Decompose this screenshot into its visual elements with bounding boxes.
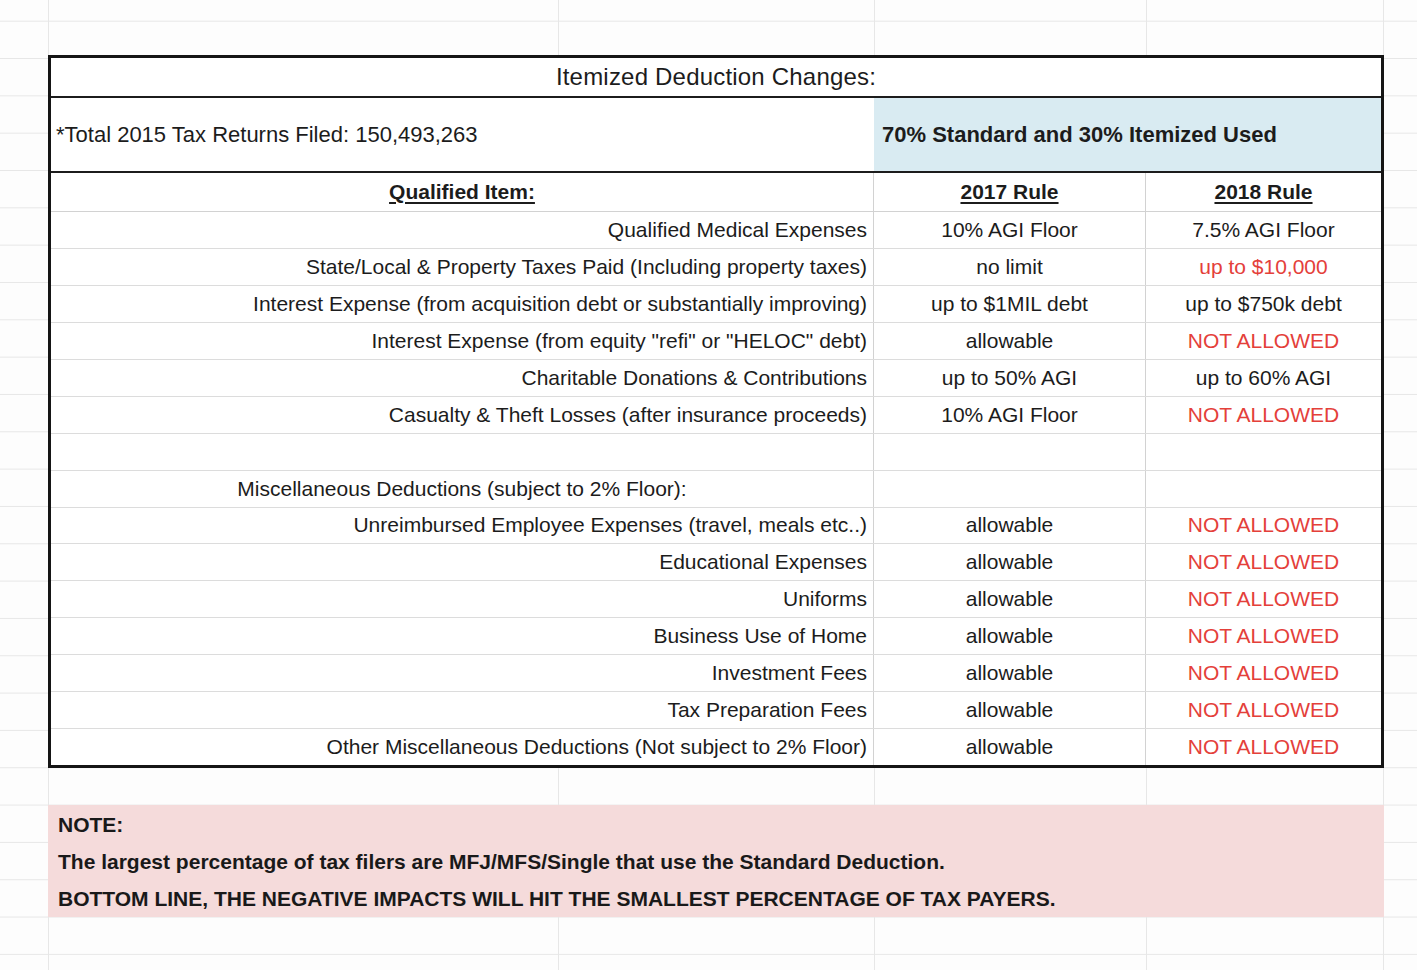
item-cell: Uniforms (51, 581, 874, 617)
table-row: Uniforms allowable NOT ALLOWED (51, 581, 1381, 618)
table-row: Miscellaneous Deductions (subject to 2% … (51, 471, 1381, 508)
table-row: Qualified Medical Expenses 10% AGI Floor… (51, 212, 1381, 249)
table-row: Unreimbursed Employee Expenses (travel, … (51, 508, 1381, 545)
total-returns-filed: *Total 2015 Tax Returns Filed: 150,493,2… (51, 98, 874, 171)
rule-2018-cell: NOT ALLOWED (1146, 618, 1381, 654)
rule-2018-cell (1146, 434, 1381, 470)
rule-2017-cell: allowable (874, 618, 1146, 654)
rule-2018-cell: NOT ALLOWED (1146, 655, 1381, 691)
item-cell: Interest Expense (from equity "refi" or … (51, 323, 874, 359)
note-heading: NOTE: (58, 806, 1384, 843)
table-row: Tax Preparation Fees allowable NOT ALLOW… (51, 692, 1381, 729)
table-row: Charitable Donations & Contributions up … (51, 360, 1381, 397)
rule-2017-cell: 10% AGI Floor (874, 212, 1146, 248)
sheet: { "page": { "title": "Itemized Deduction… (0, 0, 1417, 970)
col-header-2018-rule: 2018 Rule (1146, 173, 1381, 211)
item-cell: Qualified Medical Expenses (51, 212, 874, 248)
summary-row: *Total 2015 Tax Returns Filed: 150,493,2… (51, 98, 1381, 173)
item-cell: Unreimbursed Employee Expenses (travel, … (51, 508, 874, 544)
item-cell: Other Miscellaneous Deductions (Not subj… (51, 729, 874, 765)
rule-2017-cell: allowable (874, 692, 1146, 728)
rule-2018-cell: NOT ALLOWED (1146, 581, 1381, 617)
rule-2018-cell: NOT ALLOWED (1146, 508, 1381, 544)
col-header-qualified-item: Qualified Item: (51, 173, 874, 211)
rule-2017-cell: up to $1MIL debt (874, 286, 1146, 322)
rule-2018-cell: up to 60% AGI (1146, 360, 1381, 396)
rule-2018-cell: NOT ALLOWED (1146, 729, 1381, 765)
item-cell: Charitable Donations & Contributions (51, 360, 874, 396)
rule-2017-cell: allowable (874, 323, 1146, 359)
rule-2018-cell: NOT ALLOWED (1146, 692, 1381, 728)
table-row: State/Local & Property Taxes Paid (Inclu… (51, 249, 1381, 286)
rule-2017-cell (874, 434, 1146, 470)
item-cell: Miscellaneous Deductions (subject to 2% … (51, 471, 874, 507)
item-cell: State/Local & Property Taxes Paid (Inclu… (51, 249, 874, 285)
table-row: Business Use of Home allowable NOT ALLOW… (51, 618, 1381, 655)
item-cell: Business Use of Home (51, 618, 874, 654)
note-panel: NOTE: The largest percentage of tax file… (48, 805, 1384, 917)
rule-2017-cell: allowable (874, 581, 1146, 617)
table-row: Interest Expense (from equity "refi" or … (51, 323, 1381, 360)
table-row: Investment Fees allowable NOT ALLOWED (51, 655, 1381, 692)
rule-2017-cell: up to 50% AGI (874, 360, 1146, 396)
rule-2017-cell (874, 471, 1146, 507)
item-cell: Casualty & Theft Losses (after insurance… (51, 397, 874, 433)
rule-2017-cell: no limit (874, 249, 1146, 285)
rule-2018-cell: up to $750k debt (1146, 286, 1381, 322)
rule-2018-cell: NOT ALLOWED (1146, 397, 1381, 433)
item-cell: Investment Fees (51, 655, 874, 691)
deduction-table: Itemized Deduction Changes: *Total 2015 … (48, 55, 1384, 768)
table-body: Qualified Medical Expenses 10% AGI Floor… (51, 212, 1381, 765)
note-line-1: The largest percentage of tax filers are… (58, 843, 1384, 880)
rule-2017-cell: allowable (874, 655, 1146, 691)
rule-2018-cell: up to $10,000 (1146, 249, 1381, 285)
col-header-2017-rule: 2017 Rule (874, 173, 1146, 211)
item-cell: Interest Expense (from acquisition debt … (51, 286, 874, 322)
table-row (51, 434, 1381, 471)
rule-2017-cell: allowable (874, 508, 1146, 544)
rule-2017-cell: allowable (874, 729, 1146, 765)
item-cell: Educational Expenses (51, 544, 874, 580)
header-row: Qualified Item: 2017 Rule 2018 Rule (51, 173, 1381, 212)
rule-2018-cell: 7.5% AGI Floor (1146, 212, 1381, 248)
item-cell (51, 434, 874, 470)
rule-2018-cell: NOT ALLOWED (1146, 544, 1381, 580)
table-row: Interest Expense (from acquisition debt … (51, 286, 1381, 323)
table-row: Casualty & Theft Losses (after insurance… (51, 397, 1381, 434)
standard-itemized-usage: 70% Standard and 30% Itemized Used (874, 98, 1381, 171)
note-line-2: BOTTOM LINE, THE NEGATIVE IMPACTS WILL H… (58, 880, 1384, 917)
table-row: Educational Expenses allowable NOT ALLOW… (51, 544, 1381, 581)
item-cell: Tax Preparation Fees (51, 692, 874, 728)
table-row: Other Miscellaneous Deductions (Not subj… (51, 729, 1381, 765)
table-title: Itemized Deduction Changes: (51, 58, 1381, 98)
rule-2017-cell: 10% AGI Floor (874, 397, 1146, 433)
rule-2017-cell: allowable (874, 544, 1146, 580)
rule-2018-cell (1146, 471, 1381, 507)
rule-2018-cell: NOT ALLOWED (1146, 323, 1381, 359)
